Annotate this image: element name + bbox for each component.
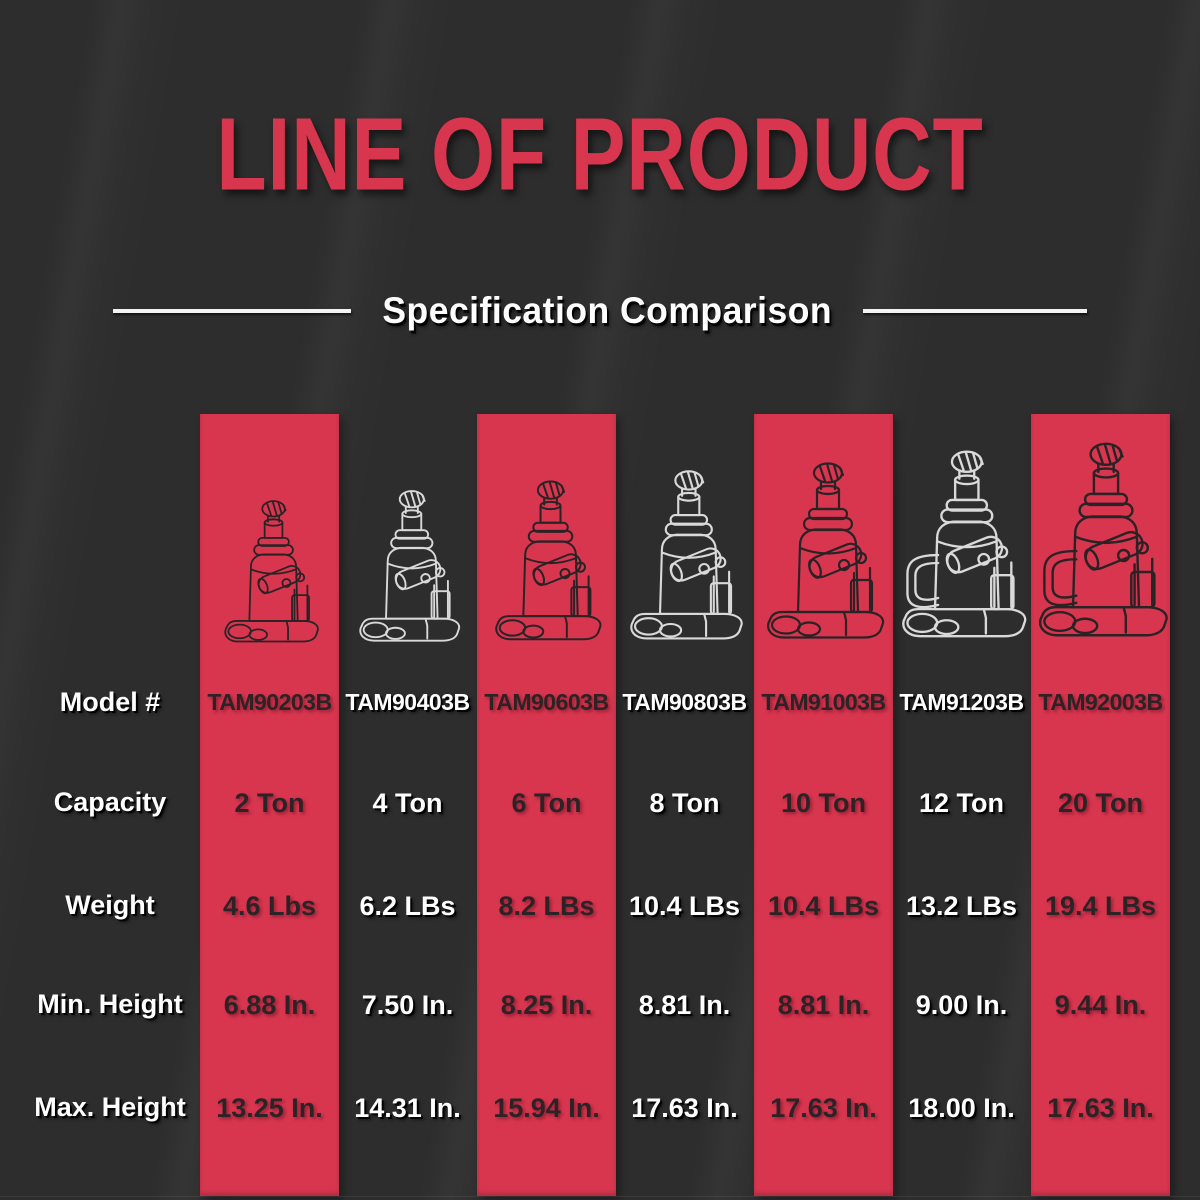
cell-min-height: 9.44 In. [1054, 990, 1147, 1020]
cell-model: TAM92003B [1038, 689, 1163, 715]
cell-max-height: 17.63 In. [1047, 1093, 1154, 1123]
cell-weight: 6.2 LBs [359, 891, 456, 921]
cell-model: TAM90803B [622, 689, 747, 715]
bottle-jack-icon [343, 488, 472, 660]
divider-right [863, 309, 1088, 313]
cell-weight: 4.6 Lbs [222, 891, 317, 921]
row-label-model: Model # [59, 687, 161, 717]
cell-min-height: 7.50 In. [361, 990, 454, 1020]
row-label-capacity: Capacity [53, 787, 167, 817]
cell-model: TAM90403B [345, 689, 470, 715]
floor-line [0, 1196, 1200, 1197]
cell-model: TAM91203B [899, 689, 1024, 715]
row-label-min-height: Min. Height [37, 989, 183, 1019]
cell-capacity: 2 Ton [234, 788, 305, 818]
cell-model: TAM91003B [761, 689, 886, 715]
cell-max-height: 17.63 In. [770, 1093, 877, 1123]
cell-max-height: 15.94 In. [493, 1093, 600, 1123]
row-label-weight: Weight [65, 890, 155, 920]
cell-weight: 10.4 LBs [628, 891, 741, 921]
cell-min-height: 8.25 In. [500, 990, 593, 1020]
cell-weight: 13.2 LBs [905, 891, 1018, 921]
cell-weight: 19.4 LBs [1044, 891, 1157, 921]
cell-model: TAM90203B [207, 689, 332, 715]
bottle-jack-icon [882, 448, 1041, 660]
cell-capacity: 20 Ton [1057, 788, 1143, 818]
subtitle-row: Specification Comparison [0, 288, 1200, 334]
cell-capacity: 8 Ton [649, 788, 720, 818]
cell-capacity: 12 Ton [918, 788, 1004, 818]
row-label-max-height: Max. Height [34, 1092, 186, 1122]
cell-min-height: 8.81 In. [638, 990, 731, 1020]
bottle-jack-icon [612, 468, 756, 660]
divider-left [112, 309, 351, 313]
cell-capacity: 10 Ton [780, 788, 866, 818]
cell-capacity: 6 Ton [511, 788, 582, 818]
subtitle: Specification Comparison [382, 290, 832, 331]
cell-max-height: 17.63 In. [631, 1093, 738, 1123]
cell-max-height: 14.31 In. [354, 1093, 461, 1123]
cell-max-height: 18.00 In. [908, 1093, 1015, 1123]
page-title: LINE OF PRODUCT [216, 96, 984, 212]
cell-min-height: 6.88 In. [223, 990, 316, 1020]
cell-weight: 8.2 LBs [498, 891, 595, 921]
cell-max-height: 13.25 In. [216, 1093, 323, 1123]
cell-min-height: 8.81 In. [777, 990, 870, 1020]
cell-min-height: 9.00 In. [915, 990, 1008, 1020]
cell-model: TAM90603B [484, 689, 609, 715]
cell-capacity: 4 Ton [372, 788, 443, 818]
cell-weight: 10.4 LBs [767, 891, 880, 921]
